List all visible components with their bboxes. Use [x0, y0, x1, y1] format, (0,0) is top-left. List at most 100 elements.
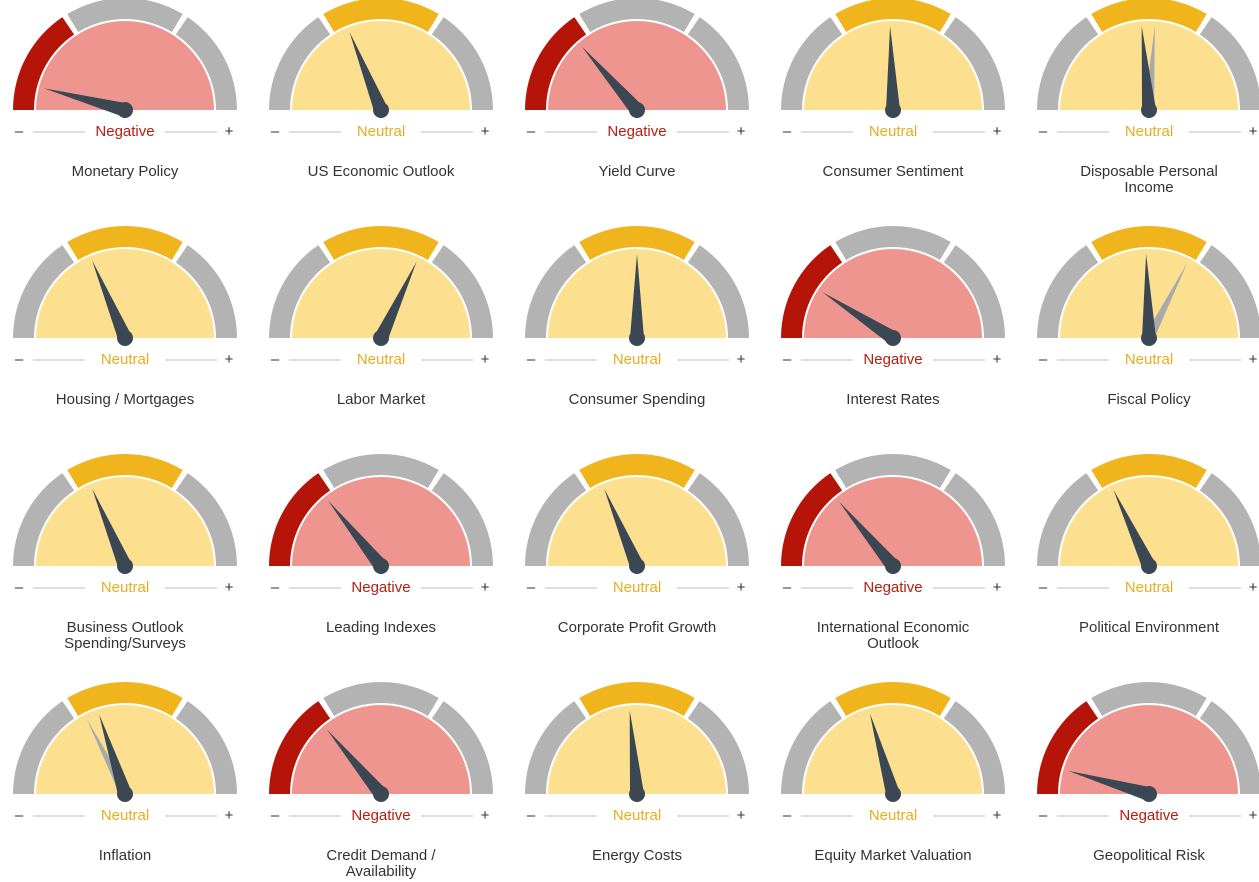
needle	[1141, 26, 1156, 111]
gauge-fill	[804, 249, 982, 338]
gauge-arc-left	[525, 473, 587, 566]
gauge-title: International Economic	[817, 619, 970, 636]
gauge: – Negative + Credit Demand /Availability	[269, 682, 493, 880]
gauge-arc-middle	[579, 682, 695, 716]
needle-hub	[373, 786, 389, 802]
gauge-title: Geopolitical Risk	[1093, 847, 1205, 864]
gauge-fill	[1060, 21, 1238, 110]
minus-sign: –	[1039, 123, 1048, 140]
status-label: Neutral	[613, 807, 661, 824]
status-label: Neutral	[1125, 579, 1173, 596]
plus-sign: +	[225, 579, 234, 596]
needle	[822, 292, 897, 344]
gauge-arc-middle	[579, 0, 695, 32]
gauge-arc-right	[431, 17, 493, 110]
needle-hub	[1141, 786, 1157, 802]
needle-hub	[885, 102, 901, 118]
plus-sign: +	[993, 351, 1002, 368]
gauge-arc-right	[175, 701, 237, 794]
status-label: Negative	[863, 579, 922, 596]
gauge-arc-right	[1199, 245, 1259, 338]
gauge-fill	[292, 705, 470, 794]
minus-sign: –	[783, 579, 792, 596]
needle	[869, 713, 900, 796]
minus-sign: –	[1039, 807, 1048, 824]
gauge-fill	[804, 477, 982, 566]
gauge-fill	[1060, 477, 1238, 566]
gauge-arc-right	[175, 473, 237, 566]
gauge-title: Fiscal Policy	[1107, 391, 1191, 408]
plus-sign: +	[481, 351, 490, 368]
plus-sign: +	[737, 579, 746, 596]
gauge-arc-left	[13, 473, 75, 566]
gauge-fill	[548, 477, 726, 566]
needle-hub	[885, 558, 901, 574]
gauge-arc-right	[1199, 473, 1259, 566]
gauge: – Neutral + Consumer Sentiment	[781, 0, 1005, 180]
minus-sign: –	[527, 123, 536, 140]
needle-hub	[1141, 102, 1157, 118]
needle	[1068, 770, 1151, 801]
minus-sign: –	[783, 351, 792, 368]
needle	[327, 729, 387, 799]
gauge-title: Political Environment	[1079, 619, 1220, 636]
gauge-title: Credit Demand /	[326, 847, 436, 864]
minus-sign: –	[271, 351, 280, 368]
gauge-title: Energy Costs	[592, 847, 682, 864]
gauge: – Neutral + Fiscal Policy	[1037, 226, 1259, 408]
status-label: Negative	[1119, 807, 1178, 824]
minus-sign: –	[527, 351, 536, 368]
gauge-arc-right	[943, 17, 1005, 110]
plus-sign: +	[737, 123, 746, 140]
minus-sign: –	[783, 807, 792, 824]
needle	[92, 260, 132, 341]
gauge-fill	[548, 21, 726, 110]
gauge: – Negative + Geopolitical Risk	[1037, 682, 1259, 864]
needle	[328, 500, 387, 571]
gauge-title: Leading Indexes	[326, 619, 436, 636]
gauge: – Neutral + Political Environment	[1037, 454, 1259, 636]
gauge-arc-left	[781, 473, 843, 566]
previous-needle	[1144, 263, 1188, 341]
gauge: – Negative + Interest Rates	[781, 226, 1005, 408]
plus-sign: +	[481, 579, 490, 596]
gauge-arc-middle	[835, 682, 951, 716]
gauge: – Neutral + Energy Costs	[525, 682, 749, 864]
gauge: – Neutral + Equity Market Valuation	[781, 682, 1005, 864]
status-label: Neutral	[357, 123, 405, 140]
gauge-title: Corporate Profit Growth	[558, 619, 716, 636]
gauge-arc-left	[781, 701, 843, 794]
minus-sign: –	[15, 123, 24, 140]
gauge-arc-right	[175, 17, 237, 110]
gauge-arc-left	[269, 245, 331, 338]
gauge-arc-middle	[323, 454, 439, 488]
plus-sign: +	[993, 579, 1002, 596]
gauge-title: Consumer Spending	[569, 391, 706, 408]
status-label: Negative	[351, 807, 410, 824]
status-label: Neutral	[357, 351, 405, 368]
needle	[1113, 489, 1156, 569]
gauge-arc-left	[1037, 245, 1099, 338]
gauge-fill	[36, 249, 214, 338]
gauge-arc-left	[1037, 701, 1099, 794]
needle-hub	[117, 330, 133, 346]
gauge-arc-middle	[323, 226, 439, 260]
gauge-arc-left	[13, 245, 75, 338]
gauge-arc-right	[175, 245, 237, 338]
gauge-arc-middle	[1091, 454, 1207, 488]
gauge-arc-middle	[323, 0, 439, 32]
status-label: Negative	[863, 351, 922, 368]
minus-sign: –	[15, 579, 24, 596]
minus-sign: –	[271, 123, 280, 140]
gauge-arc-middle	[835, 454, 951, 488]
gauge: – Neutral + Labor Market	[269, 226, 493, 408]
gauge-title: Disposable Personal	[1080, 163, 1218, 180]
needle-hub	[117, 558, 133, 574]
gauge-arc-right	[431, 473, 493, 566]
gauge-arc-left	[13, 701, 75, 794]
needle-hub	[629, 102, 645, 118]
